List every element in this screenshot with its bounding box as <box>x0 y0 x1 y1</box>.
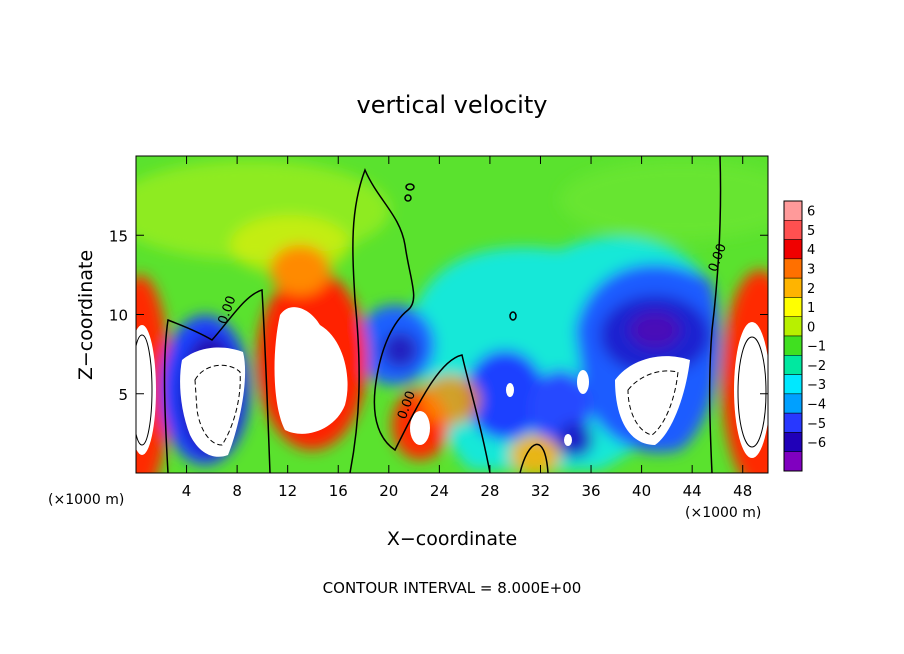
colorbar-tick-label: −5 <box>807 417 826 432</box>
colorbar-swatch <box>783 239 803 260</box>
velocity-cores <box>136 307 768 458</box>
colorbar-tick-label: 3 <box>807 263 815 278</box>
x-axis-label: X−coordinate <box>387 528 517 550</box>
y-tick-label: 10 <box>109 307 128 325</box>
colorbar: 6 5 4 3 2 1 0 −1 −2 −3 −4 −5 −6 <box>783 200 826 472</box>
colorbar-tick-label: 2 <box>807 282 815 297</box>
x-tick-label: 24 <box>430 482 449 500</box>
colorbar-tick-label: 6 <box>807 205 815 220</box>
y-axis: 5 10 15 <box>109 227 768 404</box>
y-tick-label: 15 <box>109 227 128 245</box>
colorbar-tick-label: 5 <box>807 224 815 239</box>
x-tick-label: 32 <box>531 482 550 500</box>
y-tick-label: 5 <box>118 386 128 404</box>
x-tick-label: 44 <box>683 482 702 500</box>
colorbar-swatch <box>783 335 803 356</box>
plot-area: 0.000.000.00 <box>136 156 768 473</box>
chart-title: vertical velocity <box>357 91 548 119</box>
colorbar-swatch <box>783 297 803 317</box>
colorbar-tick-label: 4 <box>807 243 815 258</box>
colorbar-swatch <box>783 220 803 240</box>
x-tick-label: 40 <box>632 482 651 500</box>
colorbar-swatch <box>783 355 803 375</box>
x-tick-label: 36 <box>581 482 600 500</box>
colorbar-tick-label: −1 <box>807 340 826 355</box>
colorbar-swatch <box>783 277 803 298</box>
colorbar-swatch <box>783 393 803 414</box>
colorbar-swatch <box>783 432 803 452</box>
colorbar-tick-label: −2 <box>807 359 826 374</box>
x-tick-label: 8 <box>232 482 242 500</box>
colorbar-swatch <box>783 258 803 279</box>
colorbar-tick-label: 0 <box>807 320 815 335</box>
colorbar-swatch <box>783 200 803 221</box>
colorbar-swatch <box>783 451 803 472</box>
x-tick-label: 16 <box>329 482 348 500</box>
colorbar-swatch <box>783 412 803 433</box>
x-axis: 4 8 12 16 20 24 28 32 36 40 44 48 <box>182 156 752 500</box>
colorbar-tick-label: 1 <box>807 301 815 316</box>
x-tick-label: 12 <box>278 482 297 500</box>
y-axis-label: Z−coordinate <box>75 250 97 380</box>
x-axis-unit-left: (×1000 m) <box>48 492 124 508</box>
contour-interval-note: CONTOUR INTERVAL = 8.000E+00 <box>323 579 582 597</box>
colorbar-frame <box>783 200 803 472</box>
x-axis-unit-right: (×1000 m) <box>685 505 761 521</box>
x-tick-label: 4 <box>182 482 192 500</box>
colorbar-swatch <box>783 316 803 337</box>
colorbar-tick-label: −4 <box>807 398 826 413</box>
dashed-contours <box>194 364 679 446</box>
x-tick-label: 28 <box>480 482 499 500</box>
colorbar-swatch <box>783 374 803 395</box>
colorbar-tick-label: −3 <box>807 378 826 393</box>
x-tick-label: 48 <box>733 482 752 500</box>
colorbar-tick-label: −6 <box>807 436 826 451</box>
contour-lines <box>136 156 767 473</box>
x-tick-label: 20 <box>379 482 398 500</box>
